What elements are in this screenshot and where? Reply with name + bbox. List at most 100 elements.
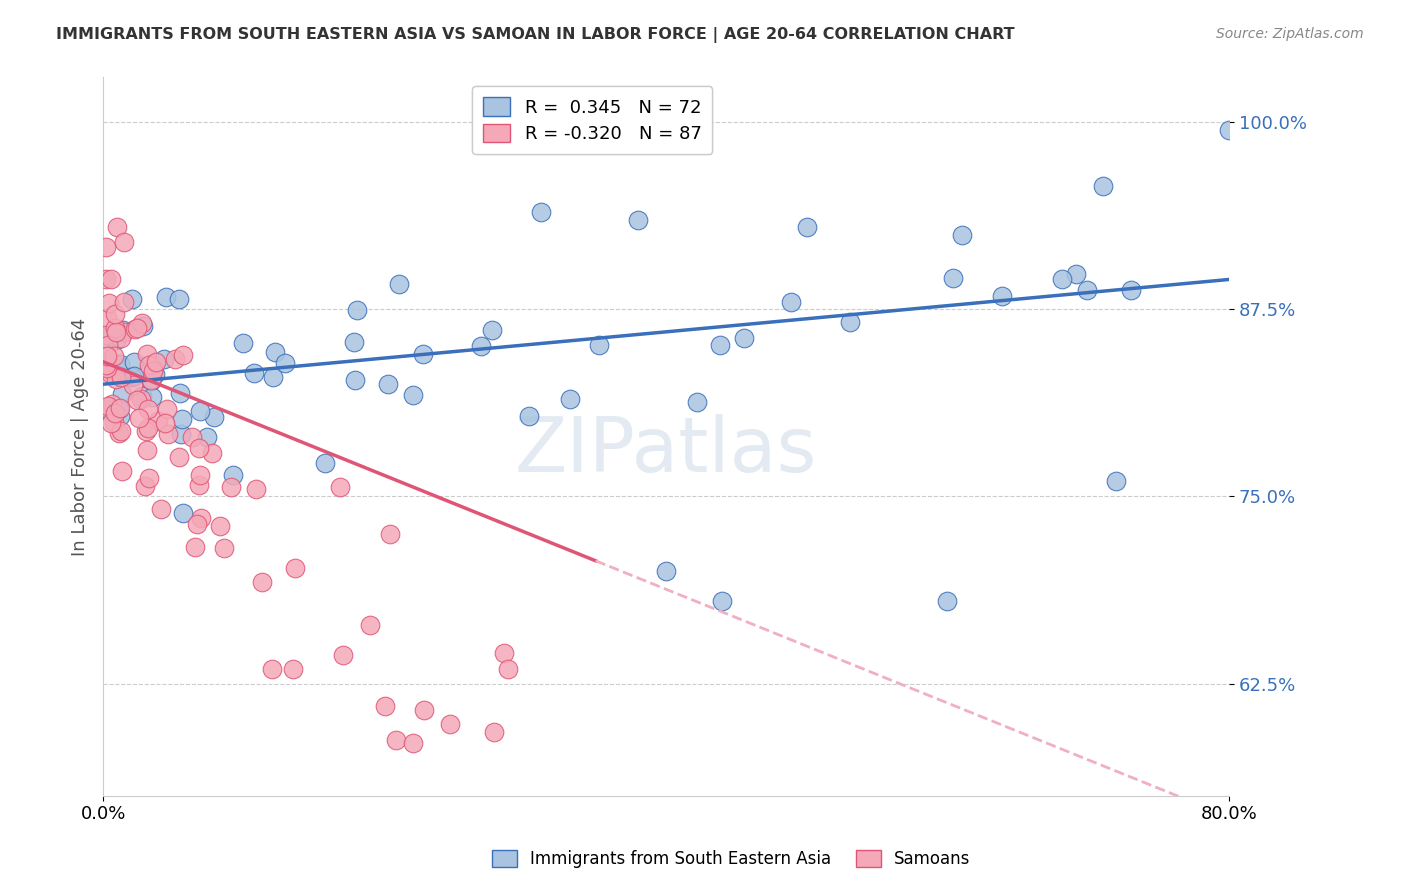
Point [439,717,461,731]
Point [498,662,520,676]
Point [260,662,283,676]
Point [201,446,224,460]
Point [143,368,166,382]
Point [98,334,121,348]
Point [96,350,118,364]
Point [343,334,366,349]
Point [380,527,402,541]
Point [170,427,193,442]
Point [627,212,650,227]
Point [122,377,145,392]
Point [184,540,207,554]
Point [560,392,582,406]
Point [517,409,540,423]
Point [100,367,122,381]
Point [186,517,208,532]
Point [796,220,818,235]
Point [108,401,131,416]
Point [384,733,406,747]
Point [212,541,235,555]
Point [243,366,266,380]
Text: Source: ZipAtlas.com: Source: ZipAtlas.com [1216,27,1364,41]
Point [110,369,132,384]
Point [131,317,153,331]
Point [172,348,194,362]
Point [124,321,146,335]
Legend: Immigrants from South Eastern Asia, Samoans: Immigrants from South Eastern Asia, Samo… [485,843,977,875]
Point [138,358,160,372]
Point [107,359,129,373]
Point [169,450,191,464]
Point [107,325,129,339]
Point [103,415,125,429]
Point [105,220,128,235]
Point [134,479,156,493]
Point [153,352,176,367]
Point [492,647,515,661]
Point [136,402,159,417]
Point [950,227,973,242]
Point [232,336,254,351]
Point [108,401,131,415]
Point [98,295,121,310]
Point [655,564,678,578]
Point [711,594,734,608]
Point [686,394,709,409]
Text: ZIPatlas: ZIPatlas [515,414,817,488]
Point [157,427,180,442]
Point [110,331,132,345]
Point [374,698,396,713]
Point [145,355,167,369]
Point [284,561,307,575]
Point [222,468,245,483]
Point [1076,283,1098,297]
Point [991,289,1014,303]
Point [274,356,297,370]
Point [111,464,134,478]
Point [190,511,212,525]
Point [388,277,411,291]
Point [135,347,157,361]
Point [281,662,304,676]
Point [121,369,143,384]
Point [103,406,125,420]
Point [101,397,124,411]
Point [111,387,134,401]
Point [202,410,225,425]
Point [138,471,160,485]
Point [127,392,149,407]
Point [1119,283,1142,297]
Point [344,373,367,387]
Point [150,502,173,516]
Point [100,416,122,430]
Point [1218,123,1240,137]
Point [733,331,755,345]
Point [98,403,121,417]
Point [1052,272,1074,286]
Point [112,295,135,310]
Point [104,321,127,335]
Y-axis label: In Labor Force | Age 20-64: In Labor Force | Age 20-64 [72,318,89,556]
Point [172,507,194,521]
Point [377,376,399,391]
Point [332,648,354,663]
Point [172,411,194,425]
Point [208,518,231,533]
Point [125,321,148,335]
Point [122,355,145,369]
Point [132,319,155,334]
Point [104,333,127,347]
Point [219,480,242,494]
Point [195,429,218,443]
Point [97,337,120,351]
Point [110,409,132,424]
Point [94,327,117,342]
Point [110,424,132,438]
Point [112,323,135,337]
Point [588,338,610,352]
Point [104,372,127,386]
Point [100,272,122,286]
Point [346,303,368,318]
Point [156,401,179,416]
Point [188,477,211,491]
